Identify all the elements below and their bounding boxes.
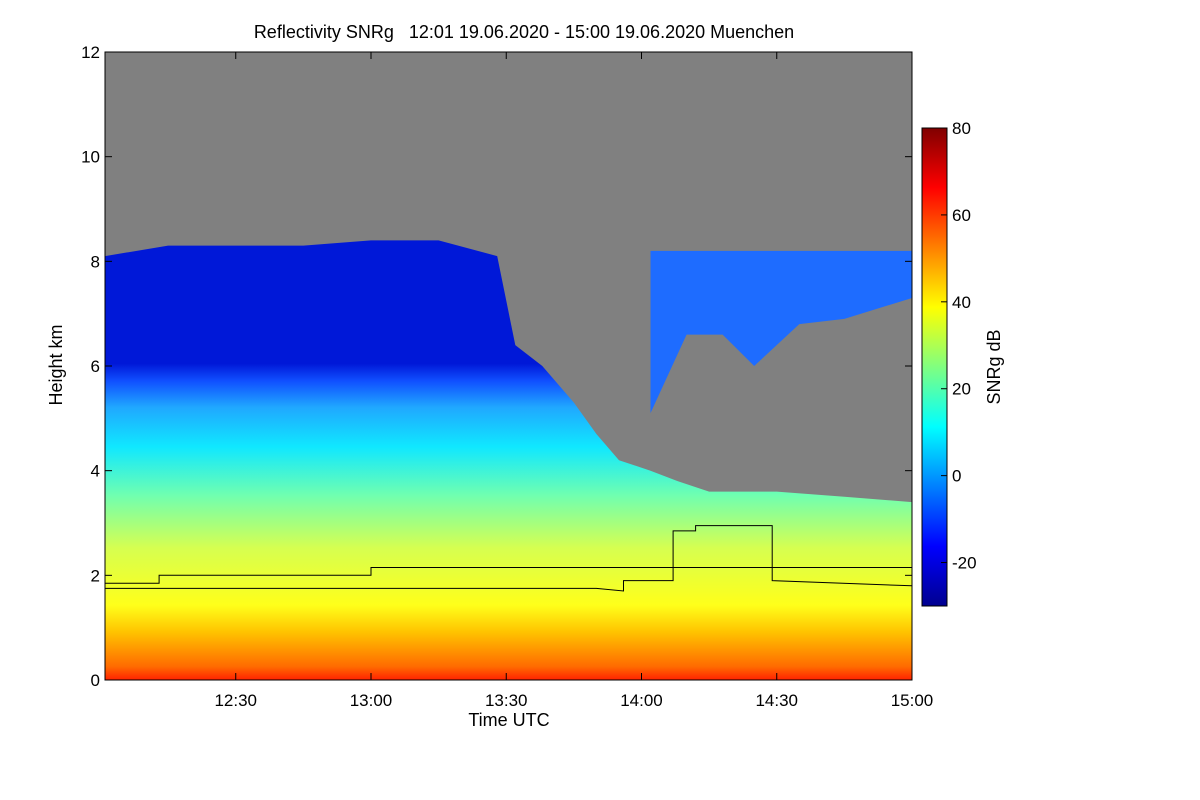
colorbar-tick-label: 20 [952, 380, 971, 399]
colorbar-tick-label: 40 [952, 293, 971, 312]
y-axis-label: Height km [46, 324, 66, 405]
y-tick-label: 4 [91, 462, 100, 481]
x-axis-label: Time UTC [468, 710, 549, 730]
colorbar-label: SNRg dB [984, 329, 1004, 404]
colorbar-tick-label: 60 [952, 206, 971, 225]
y-tick-label: 10 [81, 148, 100, 167]
echo-region [105, 240, 912, 680]
y-axis: 0 2 4 6 8 10 12 [81, 43, 912, 690]
x-tick-label: 15:00 [891, 691, 934, 710]
upper-cloud-layer [650, 250, 912, 414]
x-tick-label: 12:30 [214, 691, 257, 710]
chart-title: Reflectivity SNRg 12:01 19.06.2020 - 15:… [254, 22, 794, 42]
y-tick-label: 8 [91, 252, 100, 271]
series-line-1 [105, 567, 912, 584]
colorbar-scale [921, 127, 948, 607]
colorbar-tick-label: 80 [952, 119, 971, 138]
colorbar-ticks: -20 0 20 40 60 80 [941, 119, 977, 573]
colorbar-tick-label: -20 [952, 554, 977, 573]
colorbar: -20 0 20 40 60 80 SNRg dB [921, 119, 1004, 607]
y-tick-label: 2 [91, 566, 100, 585]
series-lines [105, 525, 912, 592]
plot-area [105, 52, 912, 680]
y-tick-label: 6 [91, 357, 100, 376]
y-tick-label: 0 [91, 671, 100, 690]
x-tick-label: 13:00 [350, 691, 393, 710]
x-tick-label: 13:30 [485, 691, 528, 710]
y-tick-label: 12 [81, 43, 100, 62]
x-axis: 12:30 13:00 13:30 14:00 14:30 15:00 [214, 52, 933, 710]
colorbar-tick-label: 0 [952, 467, 961, 486]
series-line-2 [105, 525, 912, 592]
x-tick-label: 14:00 [620, 691, 663, 710]
x-tick-label: 14:30 [755, 691, 798, 710]
